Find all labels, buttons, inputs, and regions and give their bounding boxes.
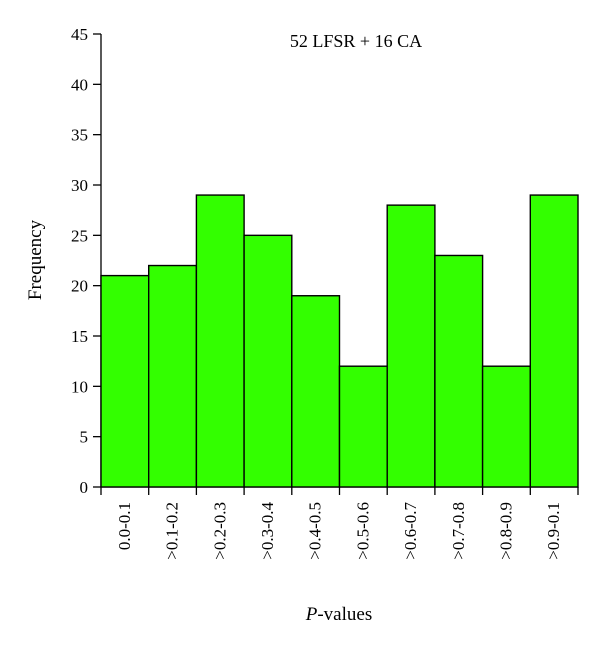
y-tick-label: 10 <box>71 377 88 396</box>
bar <box>529 194 579 488</box>
x-tick-label: >0.5-0.6 <box>353 502 372 560</box>
x-axis-title-rest: -values <box>317 604 372 625</box>
y-tick-label: 20 <box>71 277 88 296</box>
y-tick-label: 5 <box>80 428 89 447</box>
x-tick-label: >0.8-0.9 <box>496 502 515 560</box>
y-tick-label: 15 <box>71 327 88 346</box>
bar <box>338 365 388 488</box>
y-tick-label: 25 <box>71 226 88 245</box>
y-tick-label: 40 <box>71 75 88 94</box>
y-tick-label: 35 <box>71 126 88 145</box>
x-tick-label: >0.3-0.4 <box>258 502 277 560</box>
y-axis-title: Frequency <box>25 219 46 300</box>
x-tick-label: >0.4-0.5 <box>306 502 325 560</box>
bar <box>291 295 341 488</box>
x-axis-title: P-values <box>305 604 372 625</box>
x-tick-label: >0.7-0.8 <box>449 502 468 560</box>
y-tick-label: 0 <box>80 478 89 497</box>
bar <box>434 254 484 488</box>
x-axis: 0.0-0.1 >0.1-0.2 >0.2-0.3 >0.3-0.4 >0.4-0.5 >… <box>100 486 579 560</box>
chart-title: 52 LFSR + 16 CA <box>290 31 422 51</box>
y-tick-group: 0 5 10 15 20 25 30 35 40 45 <box>71 25 101 497</box>
bar-group <box>100 194 579 488</box>
x-tick-label: >0.9-0.1 <box>544 502 563 560</box>
y-tick-label: 45 <box>71 25 88 44</box>
x-tick-label: >0.6-0.7 <box>401 502 420 560</box>
bar <box>386 204 436 488</box>
bar <box>195 194 245 488</box>
bar <box>147 264 198 488</box>
y-tick-label: 30 <box>71 176 88 195</box>
x-tick-label: >0.2-0.3 <box>210 502 229 560</box>
bar <box>243 234 293 488</box>
y-axis: 0 5 10 15 20 25 30 35 40 45 <box>71 25 102 497</box>
bar <box>481 365 532 488</box>
x-tick-label: 0.0-0.1 <box>115 502 134 550</box>
bar <box>100 274 150 488</box>
x-axis-title-italic: P <box>305 604 318 625</box>
x-tick-group: 0.0-0.1 >0.1-0.2 >0.2-0.3 >0.3-0.4 >0.4-0.5 >… <box>100 487 579 560</box>
x-tick-label: >0.1-0.2 <box>163 502 182 560</box>
